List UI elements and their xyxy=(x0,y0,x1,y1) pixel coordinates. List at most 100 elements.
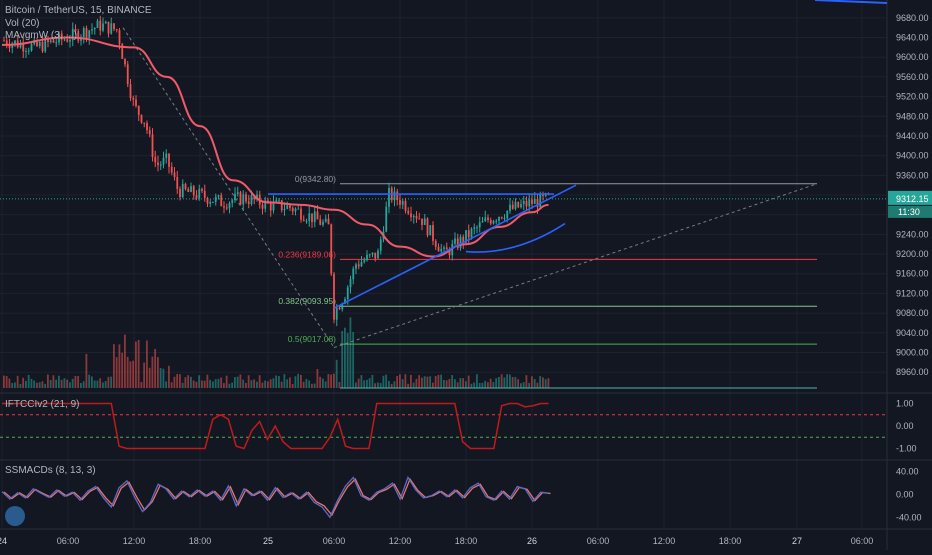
candle-body xyxy=(338,307,341,310)
volume-bar xyxy=(162,368,165,388)
volume-bar xyxy=(3,375,5,388)
volume-bar xyxy=(14,382,16,388)
volume-bar xyxy=(481,382,484,388)
candle-body xyxy=(349,279,352,288)
volume-bar xyxy=(107,376,110,388)
volume-bar xyxy=(220,377,223,388)
volume-bar xyxy=(258,375,261,388)
candle-body xyxy=(231,200,234,203)
volume-bar xyxy=(206,374,209,388)
candle-body xyxy=(467,230,470,238)
candle-body xyxy=(165,153,168,158)
volume-bar xyxy=(225,375,228,388)
volume-bar xyxy=(5,375,8,388)
candle-body xyxy=(327,218,330,225)
time-tick-label: 27 xyxy=(792,536,802,546)
candle-body xyxy=(19,43,22,48)
volume-bar xyxy=(355,382,357,388)
candle-body xyxy=(322,221,324,225)
iftcci-study-label[interactable]: IFTCCIv2 (21, 9) xyxy=(5,399,80,410)
price-tick-label: 9360.00 xyxy=(896,170,929,180)
moving-average-line xyxy=(1,36,549,258)
volume-bar xyxy=(170,382,173,388)
symbol-title: Bitcoin / TetherUS, 15, BINANCE xyxy=(5,5,152,16)
volume-bar xyxy=(157,357,159,388)
price-tick-label: 9240.00 xyxy=(896,229,929,239)
candle-body xyxy=(297,208,300,210)
volume-bar xyxy=(278,375,280,388)
candle-body xyxy=(30,44,33,51)
candle-body xyxy=(104,21,107,24)
volume-bar xyxy=(236,376,239,388)
candle-body xyxy=(357,264,360,267)
volume-bar xyxy=(429,376,432,388)
volume-bar xyxy=(115,357,118,388)
ssmacd-axis-label: 0.00 xyxy=(896,490,914,500)
candle-body xyxy=(344,299,346,304)
candle-body xyxy=(363,260,366,263)
tradingview-logo[interactable] xyxy=(5,506,25,526)
volume-bar xyxy=(410,374,412,388)
candle-body xyxy=(203,190,206,198)
volume-bar xyxy=(495,378,498,388)
volume-bar xyxy=(55,379,58,388)
candle-body xyxy=(256,194,258,200)
volume-bar xyxy=(203,380,206,388)
volume-bar xyxy=(327,374,330,388)
volume-bar xyxy=(151,356,154,388)
volume-bar xyxy=(217,378,220,388)
volume-bar xyxy=(308,380,311,388)
volume-bar xyxy=(209,379,212,388)
candle-body xyxy=(91,29,93,31)
candle-body xyxy=(99,20,102,31)
candle-body xyxy=(250,195,253,204)
price-tick-label: 9600.00 xyxy=(896,52,929,62)
candle-body xyxy=(96,20,99,29)
volume-bar xyxy=(33,380,36,388)
candle-body xyxy=(239,192,242,205)
volume-bar xyxy=(124,334,126,388)
volume-bar xyxy=(368,378,371,388)
volume-bar xyxy=(25,380,27,388)
volume-bar xyxy=(283,374,286,388)
ssmacd-line xyxy=(1,475,549,519)
candle-body xyxy=(492,220,495,224)
volume-bar xyxy=(71,378,74,388)
candle-body xyxy=(198,188,201,199)
candle-body xyxy=(517,201,520,208)
candle-body xyxy=(201,188,203,191)
volume-bar xyxy=(432,382,434,388)
volume-study-label[interactable]: Vol (20) xyxy=(5,18,40,29)
candle-body xyxy=(82,28,85,37)
candle-body xyxy=(143,122,146,124)
candle-body xyxy=(418,218,421,220)
current-price-tag xyxy=(888,190,932,205)
ssmacd-study-label[interactable]: SSMACDs (8, 13, 3) xyxy=(5,465,96,476)
candle-body xyxy=(22,43,25,52)
candle-body xyxy=(443,247,445,249)
volume-bar xyxy=(93,380,96,388)
candle-body xyxy=(121,43,124,59)
volume-bar xyxy=(44,383,47,388)
candle-body xyxy=(217,195,220,197)
time-tick-label: 24 xyxy=(0,536,7,546)
iftcci-line xyxy=(2,402,549,450)
volume-bar xyxy=(63,378,66,388)
volume-bar xyxy=(333,373,335,388)
volume-bar xyxy=(179,374,181,388)
trendline-offscreen xyxy=(814,0,888,4)
volume-bar xyxy=(443,379,445,388)
time-tick-label: 06:00 xyxy=(587,536,610,546)
candle-body xyxy=(525,200,528,207)
volume-bar xyxy=(99,378,102,388)
volume-bar xyxy=(385,374,388,388)
candle-body xyxy=(330,224,333,274)
candle-body xyxy=(36,40,38,47)
candle-body xyxy=(319,219,322,225)
candle-body xyxy=(225,207,228,209)
ssmacd-signal-line xyxy=(3,477,551,517)
ma-study-label[interactable]: MAvgmW (3, ...) xyxy=(5,30,78,41)
volume-bar xyxy=(514,377,517,388)
candle-body xyxy=(187,189,190,192)
